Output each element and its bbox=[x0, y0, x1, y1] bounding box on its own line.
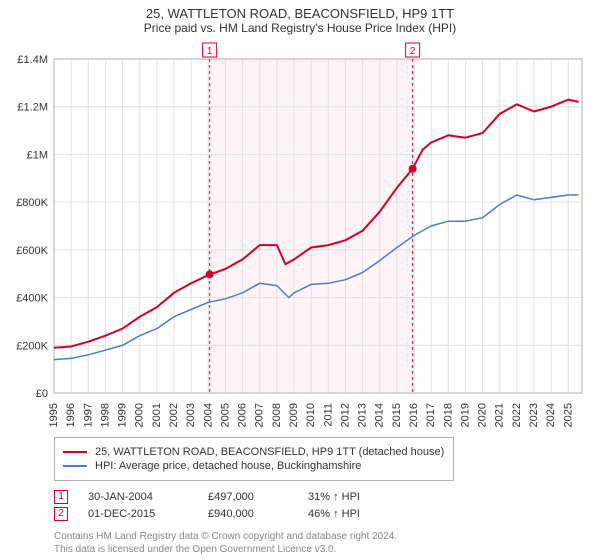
svg-text:£1M: £1M bbox=[27, 149, 48, 161]
marker-pct: 46% ↑ HPI bbox=[308, 508, 388, 520]
svg-text:2016: 2016 bbox=[408, 403, 420, 427]
chart-svg: £0 £200K £400K £600K £800K £1M £1.2M £1.4M 1995 1… bbox=[10, 41, 590, 429]
marker-badge-1: 1 bbox=[54, 490, 68, 504]
svg-text:£1.4M: £1.4M bbox=[17, 54, 48, 66]
marker-pct: 31% ↑ HPI bbox=[308, 491, 388, 503]
chart-area: £0 £200K £400K £600K £800K £1M £1.2M £1.4M 1995 1… bbox=[10, 41, 590, 429]
svg-text:2001: 2001 bbox=[151, 403, 163, 427]
chart-title: 25, WATTLETON ROAD, BEACONSFIELD, HP9 1T… bbox=[10, 6, 590, 21]
marker-row: 1 30-JAN-2004 £497,000 31% ↑ HPI bbox=[54, 490, 586, 504]
svg-text:2010: 2010 bbox=[305, 403, 317, 427]
markers-table: 1 30-JAN-2004 £497,000 31% ↑ HPI 2 01-DE… bbox=[54, 487, 586, 524]
svg-text:2003: 2003 bbox=[185, 403, 197, 427]
svg-text:2002: 2002 bbox=[168, 403, 180, 427]
svg-text:1998: 1998 bbox=[99, 403, 111, 427]
svg-text:2020: 2020 bbox=[477, 403, 489, 427]
svg-text:2019: 2019 bbox=[459, 403, 471, 427]
svg-text:£400K: £400K bbox=[16, 293, 48, 305]
legend-label: HPI: Average price, detached house, Buck… bbox=[95, 460, 361, 472]
svg-text:1: 1 bbox=[207, 46, 213, 57]
svg-text:1995: 1995 bbox=[48, 403, 60, 427]
svg-text:1996: 1996 bbox=[65, 403, 77, 427]
svg-text:£0: £0 bbox=[36, 388, 48, 400]
svg-text:2022: 2022 bbox=[511, 403, 523, 427]
footer: Contains HM Land Registry data © Crown c… bbox=[54, 530, 586, 556]
svg-text:2007: 2007 bbox=[254, 403, 266, 427]
marker-badge-2: 2 bbox=[54, 507, 68, 521]
svg-text:2024: 2024 bbox=[545, 403, 557, 427]
chart-subtitle: Price paid vs. HM Land Registry's House … bbox=[10, 21, 590, 35]
svg-text:2023: 2023 bbox=[528, 403, 540, 427]
marker-date: 30-JAN-2004 bbox=[88, 491, 188, 503]
svg-text:2005: 2005 bbox=[219, 403, 231, 427]
footer-line-1: Contains HM Land Registry data © Crown c… bbox=[54, 530, 586, 543]
legend-row: HPI: Average price, detached house, Buck… bbox=[63, 460, 445, 472]
marker-date: 01-DEC-2015 bbox=[88, 508, 188, 520]
svg-text:2014: 2014 bbox=[374, 403, 386, 427]
page-root: 25, WATTLETON ROAD, BEACONSFIELD, HP9 1T… bbox=[0, 0, 600, 560]
svg-text:2004: 2004 bbox=[202, 403, 214, 427]
svg-text:2012: 2012 bbox=[339, 403, 351, 427]
legend-swatch-hpi bbox=[63, 465, 87, 467]
svg-text:£600K: £600K bbox=[16, 245, 48, 257]
svg-text:2008: 2008 bbox=[271, 403, 283, 427]
marker-row: 2 01-DEC-2015 £940,000 46% ↑ HPI bbox=[54, 507, 586, 521]
svg-text:2025: 2025 bbox=[562, 403, 574, 427]
svg-text:2011: 2011 bbox=[322, 403, 334, 427]
svg-text:2017: 2017 bbox=[425, 403, 437, 427]
svg-text:2021: 2021 bbox=[494, 403, 506, 427]
svg-text:£800K: £800K bbox=[16, 197, 48, 209]
marker-price: £497,000 bbox=[208, 491, 288, 503]
legend-swatch-property bbox=[63, 451, 87, 453]
svg-text:£200K: £200K bbox=[16, 340, 48, 352]
svg-text:2009: 2009 bbox=[288, 403, 300, 427]
marker-price: £940,000 bbox=[208, 508, 288, 520]
svg-text:2000: 2000 bbox=[134, 403, 146, 427]
svg-text:1997: 1997 bbox=[82, 403, 94, 427]
svg-text:2015: 2015 bbox=[391, 403, 403, 427]
footer-line-2: This data is licensed under the Open Gov… bbox=[54, 543, 586, 556]
legend-row: 25, WATTLETON ROAD, BEACONSFIELD, HP9 1T… bbox=[63, 446, 445, 458]
svg-text:2: 2 bbox=[410, 46, 416, 57]
svg-text:2018: 2018 bbox=[442, 403, 454, 427]
svg-text:£1.2M: £1.2M bbox=[17, 102, 48, 114]
legend-label: 25, WATTLETON ROAD, BEACONSFIELD, HP9 1T… bbox=[95, 446, 444, 458]
svg-text:1999: 1999 bbox=[117, 403, 129, 427]
svg-text:2006: 2006 bbox=[237, 403, 249, 427]
svg-text:2013: 2013 bbox=[357, 403, 369, 427]
legend: 25, WATTLETON ROAD, BEACONSFIELD, HP9 1T… bbox=[54, 437, 454, 481]
